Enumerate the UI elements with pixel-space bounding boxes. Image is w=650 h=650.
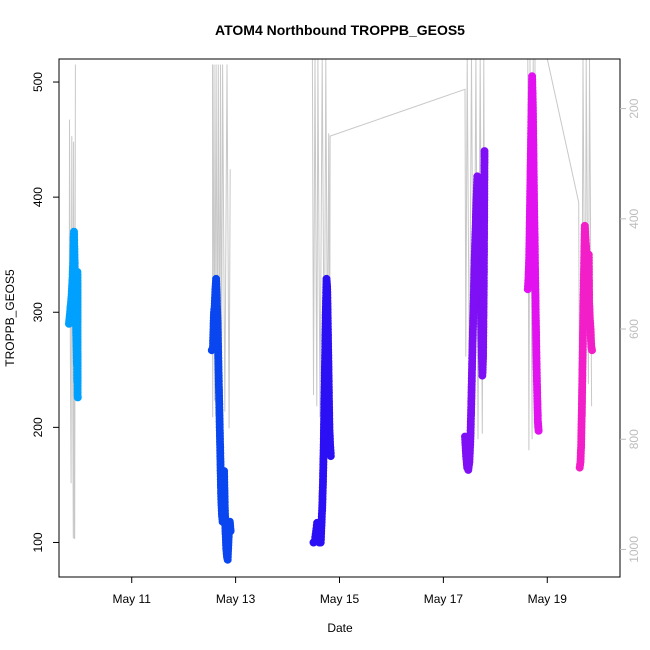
chart-title: ATOM4 Northbound TROPPB_GEOS5 (215, 22, 465, 38)
series-1-point (226, 527, 235, 535)
scatter-points (65, 72, 596, 564)
y2-tick-label-2: 600 (627, 319, 641, 339)
series-4-point (534, 426, 543, 435)
y2-tick-label-1: 400 (627, 208, 641, 228)
y-tick-label-4: 500 (31, 72, 45, 92)
series-2-point (326, 452, 335, 461)
y-tick-label-2: 300 (31, 302, 45, 322)
x-tick-label-2: May 15 (320, 592, 360, 606)
x-tick-label-3: May 17 (424, 592, 464, 606)
x-tick-label-1: May 13 (216, 592, 256, 606)
y2-tick-label-3: 800 (627, 429, 641, 449)
y-tick-label-3: 400 (31, 187, 45, 207)
series-3-point (480, 147, 489, 156)
secondary-line-5 (527, 58, 536, 451)
y-axis-label: TROPPB_GEOS5 (3, 269, 17, 367)
x-tick-label-4: May 19 (528, 592, 568, 606)
secondary-line-4 (329, 58, 486, 440)
x-axis: May 11 May 13 May 15 May 17 May 19 (112, 577, 567, 606)
series-5-point (588, 346, 596, 355)
y-tick-label-1: 200 (31, 417, 45, 437)
x-tick-label-0: May 11 (112, 592, 151, 606)
y-axis: 100 200 300 400 500 (31, 72, 59, 552)
series-0-point (73, 393, 82, 402)
x-axis-label: Date (327, 621, 353, 635)
y2-tick-label-4: 1000 (627, 536, 641, 563)
y-tick-label-0: 100 (31, 532, 45, 552)
y2-tick-label-0: 200 (627, 98, 641, 118)
y2-axis: 200 400 600 800 1000 (620, 98, 641, 563)
